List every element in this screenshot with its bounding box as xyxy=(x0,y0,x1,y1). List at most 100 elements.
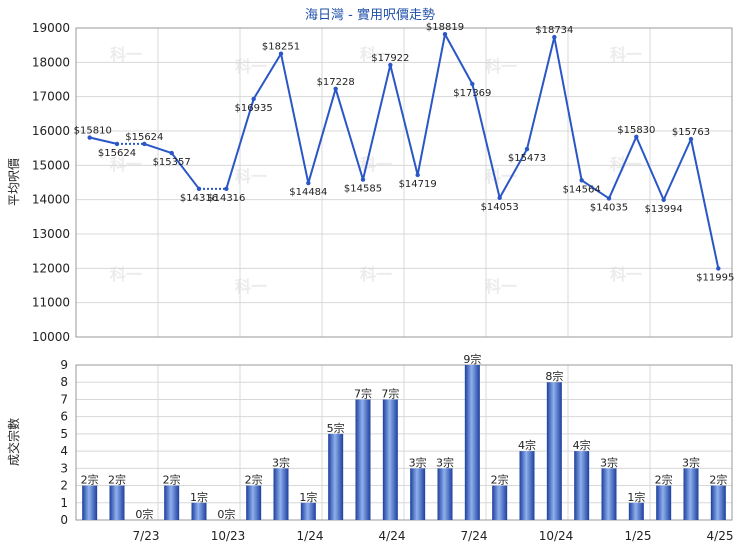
data-label: $15473 xyxy=(508,153,546,164)
watermark: 科一 xyxy=(235,167,267,186)
data-label: $15830 xyxy=(617,125,655,136)
bar xyxy=(328,433,344,520)
line-segment xyxy=(307,88,337,184)
data-point xyxy=(360,177,366,182)
data-point xyxy=(169,150,174,156)
watermark: 科一 xyxy=(610,265,642,284)
bar-label: 4宗 xyxy=(518,438,536,452)
watermark: 科一 xyxy=(485,277,517,296)
line-segment xyxy=(608,136,638,199)
data-point xyxy=(442,32,448,37)
data-point xyxy=(497,195,502,201)
bar xyxy=(246,485,262,520)
data-point xyxy=(87,135,92,140)
transaction-bar-chart: 9 8 7 6 5 4 3 2 1 0 成交宗數 2宗 2宗 0宗 2宗 1宗 0宗 2宗 3宗 1宗 5宗 7宗 7宗 3宗… xyxy=(6,352,733,543)
line-segment xyxy=(389,64,419,176)
bar xyxy=(273,468,289,520)
line-segment xyxy=(89,136,118,145)
y-tick-label: 19000 xyxy=(32,21,70,35)
watermark: 科一 xyxy=(485,57,517,76)
bar-label: 2宗 xyxy=(163,473,181,487)
watermark: 科一 xyxy=(110,155,142,174)
bar xyxy=(683,468,699,520)
y-tick-label: 12000 xyxy=(32,261,70,275)
x-tick-label: 10/23 xyxy=(211,529,246,543)
data-label: $15810 xyxy=(74,126,112,137)
y-tick-label: 2 xyxy=(60,479,68,493)
data-label: $15624 xyxy=(125,132,163,143)
data-label: $14316 xyxy=(207,193,245,204)
data-point xyxy=(333,86,338,92)
x-tick-label: 7/23 xyxy=(133,529,160,543)
watermark: 科一 xyxy=(235,277,267,296)
bar-label: 1宗 xyxy=(299,490,317,504)
bar xyxy=(355,399,371,520)
bar xyxy=(437,468,453,520)
y-tick-label: 17000 xyxy=(32,90,70,104)
bar-label: 3宗 xyxy=(409,455,427,469)
bar xyxy=(382,399,398,520)
x-tick-label: 4/24 xyxy=(379,529,406,543)
data-point xyxy=(196,186,202,192)
bar-label: 3宗 xyxy=(682,455,700,469)
bar xyxy=(464,365,480,520)
watermark: 科一 xyxy=(110,45,142,64)
watermark: 科一 xyxy=(360,45,392,64)
data-point xyxy=(114,141,120,147)
bar-label: 8宗 xyxy=(545,369,563,383)
bar xyxy=(519,451,535,520)
bar-label: 0宗 xyxy=(217,507,235,521)
line-segment xyxy=(280,53,310,184)
x-tick-label: 7/24 xyxy=(461,529,488,543)
line-segment xyxy=(144,142,172,155)
data-point xyxy=(688,136,694,142)
data-point xyxy=(224,186,229,192)
bar-label: 3宗 xyxy=(600,455,618,469)
watermark: 科一 xyxy=(235,57,267,76)
line-segment xyxy=(444,33,474,85)
data-point xyxy=(634,134,639,140)
data-point xyxy=(415,172,420,178)
y-tick-label: 5 xyxy=(60,427,68,441)
bar-label: 2宗 xyxy=(81,473,99,487)
bar xyxy=(164,485,180,520)
plot-frame xyxy=(75,27,733,338)
x-tick-label: 1/25 xyxy=(625,529,652,543)
data-point xyxy=(579,178,584,183)
line-segment xyxy=(362,64,392,180)
bar-label: 2宗 xyxy=(108,473,126,487)
bar-label: 2宗 xyxy=(491,473,509,487)
data-label: $14053 xyxy=(481,202,519,213)
bar xyxy=(492,485,508,520)
data-label: $15763 xyxy=(672,127,710,138)
bar-label: 1宗 xyxy=(627,490,645,504)
y-tick-label: 0 xyxy=(60,513,68,527)
bar xyxy=(410,468,426,520)
watermark: 科一 xyxy=(110,265,142,284)
price-line-chart: 科一科一科一科一科一科一科一科一科一科一科一科一科一科一科一1900018000… xyxy=(7,21,734,344)
data-point xyxy=(388,62,393,68)
line-segment xyxy=(334,88,364,180)
bar-label: 1宗 xyxy=(190,490,208,504)
data-point xyxy=(524,146,530,152)
x-tick-label: 4/25 xyxy=(707,529,734,543)
data-label: $13994 xyxy=(645,204,683,215)
bar-label: 3宗 xyxy=(436,455,454,469)
line-segment xyxy=(553,36,583,181)
plot-frame xyxy=(75,364,733,521)
y-tick-label: 10000 xyxy=(32,330,70,344)
line-segment xyxy=(252,53,282,100)
bar-label: 9宗 xyxy=(463,352,481,366)
data-label: $14564 xyxy=(563,184,601,195)
y-tick-label: 3 xyxy=(60,461,68,475)
line-segment xyxy=(662,138,692,201)
y-tick-label: 11000 xyxy=(32,296,70,310)
bar xyxy=(628,502,644,520)
data-label: $17228 xyxy=(317,77,355,88)
y-axis-label: 成交宗數 xyxy=(6,418,21,466)
line-segment xyxy=(526,36,556,150)
y-tick-label: 13000 xyxy=(32,227,70,241)
bar xyxy=(300,502,316,520)
data-point xyxy=(251,96,256,102)
